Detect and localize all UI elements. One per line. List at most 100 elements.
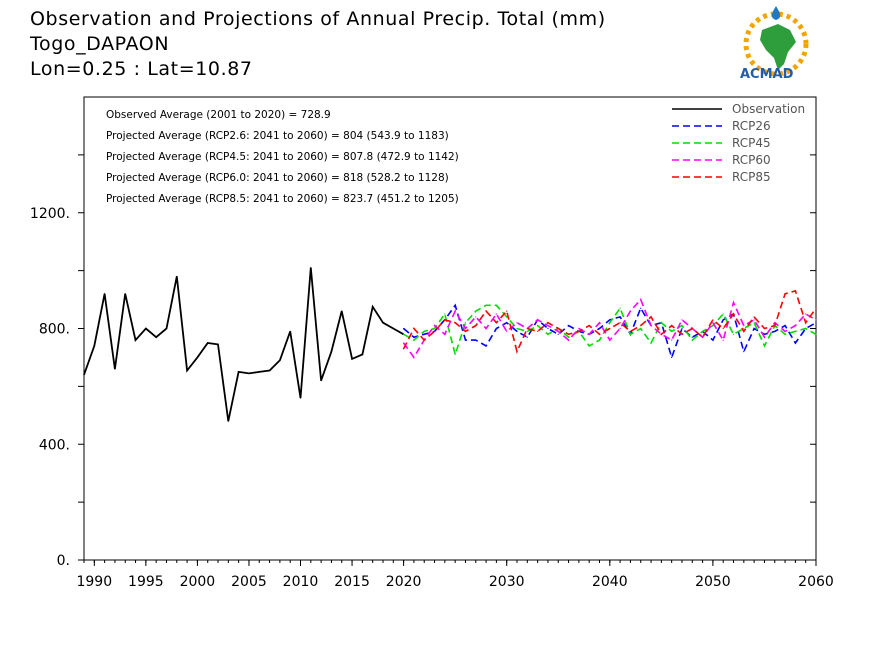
data-point-rcp85 (526, 327, 528, 330)
data-point-rcp85 (537, 330, 539, 332)
data-point-rcp60 (475, 316, 477, 318)
data-point-rcp60 (413, 356, 415, 359)
acmad-logo: ACMAD (740, 6, 809, 82)
data-point-rcp26 (485, 345, 487, 347)
data-point-rcp85 (815, 307, 817, 309)
data-point-rcp45 (763, 345, 766, 347)
data-point-rcp60 (743, 325, 745, 327)
data-point-rcp45 (423, 330, 425, 332)
data-point-rcp26 (403, 327, 405, 330)
data-point-rcp60 (784, 330, 786, 332)
chart-subtitle-station: Togo_DAPAON (29, 33, 169, 55)
data-point-rcp45 (537, 325, 539, 327)
data-point-rcp26 (743, 351, 745, 353)
data-point-rcp60 (763, 336, 766, 338)
data-point-rcp85 (495, 322, 497, 324)
y-tick-label: 1200. (30, 206, 70, 222)
data-point-rcp60 (444, 333, 446, 335)
data-point-observation (155, 336, 157, 338)
data-point-rcp60 (557, 330, 559, 332)
data-point-rcp45 (681, 325, 683, 327)
data-point-rcp60 (433, 325, 436, 327)
data-point-observation (227, 420, 229, 422)
data-point-rcp85 (619, 322, 621, 324)
data-point-rcp26 (691, 336, 693, 338)
data-point-rcp26 (794, 342, 796, 344)
data-point-rcp26 (722, 319, 724, 321)
data-point-observation (258, 371, 260, 373)
data-point-rcp85 (722, 327, 724, 330)
data-point-rcp60 (629, 310, 632, 312)
data-point-rcp85 (660, 333, 662, 335)
data-point-rcp45 (403, 333, 405, 335)
series-layer (83, 267, 817, 422)
data-point-rcp85 (475, 325, 477, 327)
annotation-rcp26-average: Projected Average (RCP2.6: 2041 to 2060)… (106, 130, 449, 142)
data-point-rcp60 (805, 313, 807, 315)
data-point-observation (299, 397, 302, 399)
data-point-rcp45 (671, 330, 673, 332)
data-point-rcp45 (567, 336, 570, 338)
chart-title: Observation and Projections of Annual Pr… (30, 8, 606, 30)
axes: 1990 1995 2000 2005 2010 2015 2020 2030 2040 2050… (30, 154, 834, 590)
x-tick-label: 2010 (283, 574, 319, 590)
data-point-rcp85 (805, 322, 807, 324)
data-point-rcp85 (444, 319, 446, 321)
data-point-rcp45 (526, 330, 528, 332)
data-point-rcp26 (712, 339, 714, 341)
data-point-rcp60 (403, 342, 405, 344)
data-point-observation (341, 310, 343, 312)
data-point-rcp26 (763, 333, 766, 335)
data-point-observation (289, 330, 291, 332)
africa-map-icon (743, 6, 809, 77)
data-point-rcp85 (598, 333, 601, 335)
data-point-observation (114, 368, 116, 370)
data-point-rcp85 (433, 330, 436, 332)
data-point-rcp60 (712, 322, 714, 324)
legend-label-rcp60: RCP60 (732, 153, 771, 167)
data-point-rcp45 (495, 304, 497, 306)
data-point-rcp26 (516, 330, 518, 332)
data-point-rcp85 (681, 333, 683, 335)
data-point-rcp26 (598, 327, 601, 330)
data-point-rcp45 (516, 327, 518, 330)
data-point-rcp26 (506, 322, 508, 324)
data-point-rcp60 (609, 339, 611, 341)
data-point-observation (310, 267, 312, 269)
data-point-observation (165, 327, 168, 330)
data-point-rcp60 (722, 339, 724, 341)
data-point-rcp60 (464, 327, 467, 330)
data-point-observation (104, 293, 106, 295)
data-point-rcp60 (671, 339, 673, 341)
data-point-rcp45 (598, 339, 601, 341)
x-tick-label: 2030 (489, 574, 525, 590)
data-point-rcp26 (526, 336, 528, 338)
data-point-rcp45 (444, 313, 446, 315)
data-point-rcp85 (454, 322, 456, 324)
data-point-rcp85 (743, 330, 745, 332)
data-point-rcp45 (691, 339, 693, 341)
chart-subtitle-coordinates: Lon=0.25 : Lat=10.87 (30, 58, 253, 80)
data-point-observation (279, 359, 281, 361)
y-tick-label: 0. (57, 553, 70, 569)
data-point-rcp26 (557, 333, 559, 335)
x-tick-label: 2060 (798, 574, 834, 590)
data-point-rcp45 (588, 345, 590, 347)
data-point-rcp85 (413, 327, 415, 330)
data-point-rcp26 (784, 325, 786, 327)
data-point-rcp26 (413, 336, 415, 338)
data-point-rcp60 (681, 319, 683, 321)
data-point-rcp60 (619, 327, 621, 330)
data-point-rcp26 (815, 322, 817, 324)
data-point-rcp60 (598, 322, 601, 324)
data-point-rcp85 (485, 310, 487, 312)
data-point-rcp45 (743, 327, 745, 330)
logo-text: ACMAD (740, 67, 794, 82)
data-point-observation (320, 379, 322, 382)
data-point-rcp60 (578, 327, 580, 330)
data-point-rcp85 (671, 325, 673, 327)
data-point-rcp60 (495, 313, 497, 315)
data-point-rcp85 (516, 351, 518, 353)
data-point-rcp26 (475, 339, 477, 341)
